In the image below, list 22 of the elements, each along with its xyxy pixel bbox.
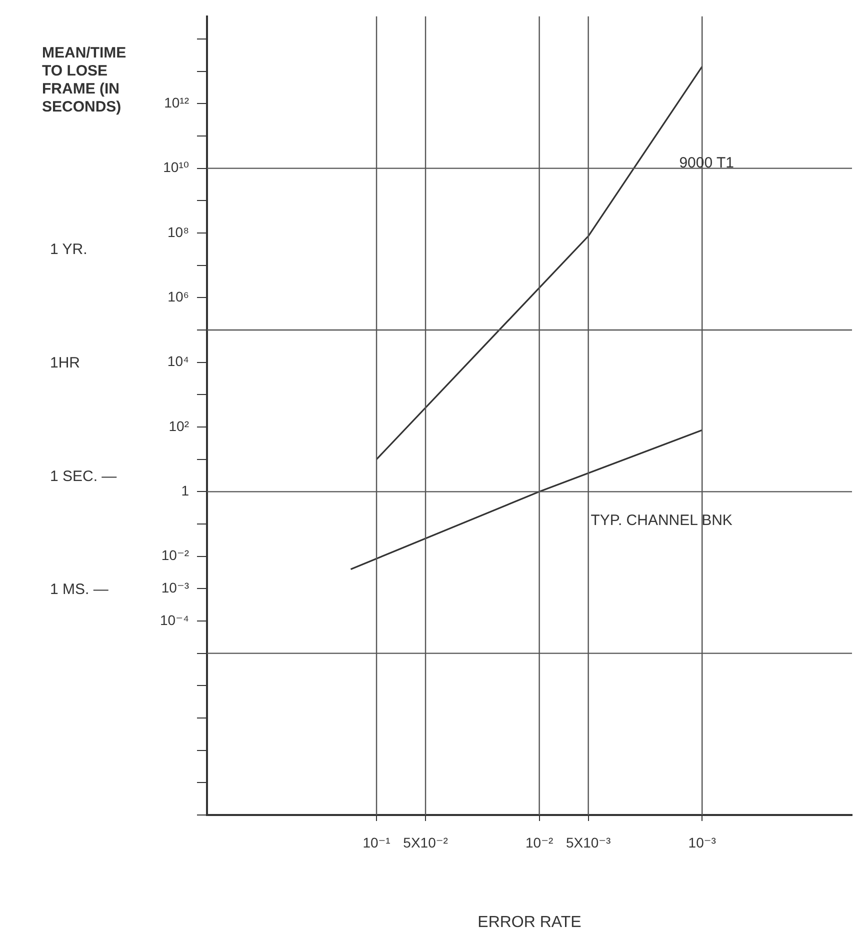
text: 1 YR.: [50, 241, 88, 258]
y-tick-label: 10⁸: [168, 224, 190, 240]
x-tick-label: 10⁻²: [526, 834, 554, 850]
y-tick-label: 1: [181, 482, 190, 499]
text: TYP. CHANNEL BNK: [590, 512, 732, 530]
text: 1 SEC. —: [50, 468, 117, 485]
y-tick-label: 10²: [168, 418, 190, 434]
x-tick-label: 5X10⁻³: [566, 834, 612, 850]
y-tick-label: 10⁻²: [161, 547, 190, 564]
y-tick-label: 10⁻³: [161, 580, 190, 596]
text: 1HR: [50, 354, 80, 372]
y-axis-title: MEAN/TIME TO LOSE FRAME (IN SECONDS): [42, 44, 126, 116]
text: 1 MS. —: [50, 581, 108, 598]
y-tick-label: 10⁶: [168, 288, 189, 305]
y-tick-label: 10¹⁰: [163, 159, 190, 176]
x-tick-label: 10⁻³: [688, 834, 716, 850]
x-tick-label: 10⁻¹: [362, 834, 391, 850]
y-tick-label: 10⁴: [167, 353, 189, 370]
x-axis-title: ERROR RATE: [478, 914, 582, 931]
y-tick-label: 10⁻⁴: [160, 612, 189, 628]
x-tick-label: 5X10⁻²: [403, 834, 448, 850]
y-tick-label: 10¹²: [164, 94, 190, 111]
